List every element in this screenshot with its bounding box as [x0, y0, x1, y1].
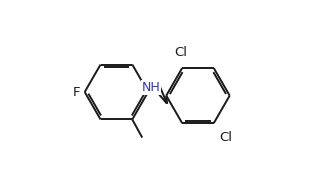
Text: F: F — [73, 86, 80, 98]
Text: Cl: Cl — [174, 46, 187, 59]
Text: Cl: Cl — [219, 131, 232, 144]
Text: NH: NH — [142, 81, 160, 94]
